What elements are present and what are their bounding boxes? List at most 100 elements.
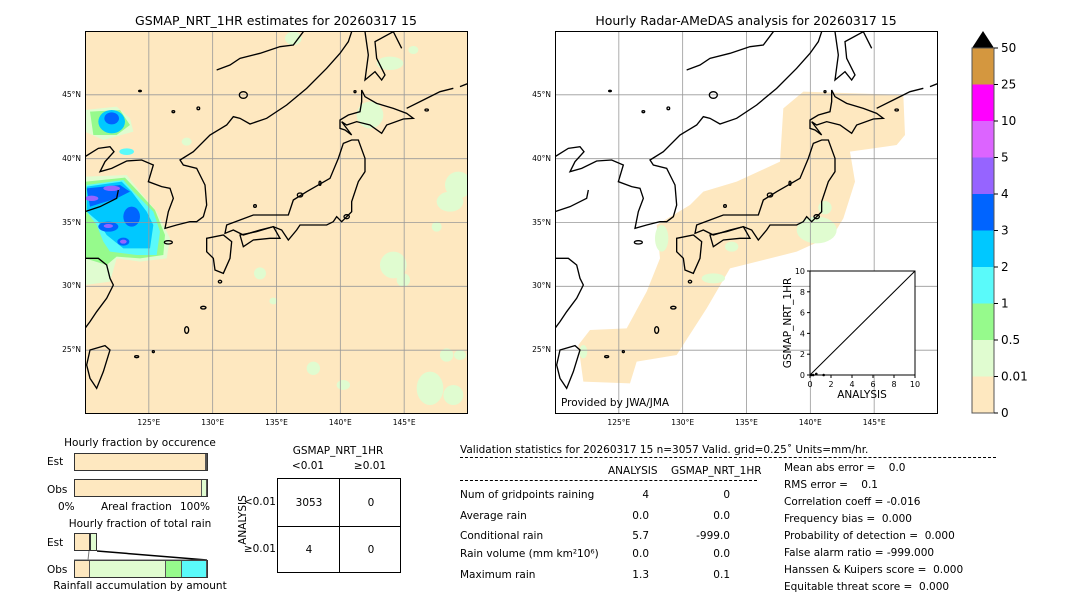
scatter-ytick: 4 — [800, 329, 805, 338]
bar-segment — [181, 561, 207, 577]
scatter-xlabel: ANALYSIS — [837, 389, 887, 401]
scatter-point — [815, 372, 818, 376]
lon-label: 130°E — [671, 418, 695, 427]
score-line: False alarm ratio = -999.000 — [784, 547, 935, 559]
coastline — [556, 32, 823, 230]
coastline — [216, 32, 304, 71]
lat-label: 40°N — [532, 153, 551, 163]
bar-segment — [75, 561, 90, 577]
lon-label: 125°E — [137, 418, 161, 427]
lat-label: 45°N — [532, 89, 551, 99]
island — [669, 305, 677, 310]
occ-est-bar — [74, 453, 208, 471]
island — [894, 108, 899, 112]
scatter-xtick: 0 — [807, 380, 812, 389]
score-line: Frequency bias = 0.000 — [784, 513, 912, 525]
total-rain-title: Hourly fraction of total rain — [68, 518, 212, 530]
lat-label: 35°N — [62, 217, 81, 227]
island — [621, 349, 625, 354]
stats-col-gsmap: GSMAP_NRT_1HR — [671, 465, 762, 477]
stats-header-divider — [460, 480, 757, 481]
island — [183, 325, 190, 334]
contingency-row-1: ≥0.01 — [243, 543, 276, 555]
colorbar-swatch — [972, 84, 994, 121]
colorbar-tick-label: 4 — [1001, 187, 1009, 201]
lat-label: 35°N — [532, 217, 551, 227]
scatter-xtick: 8 — [891, 380, 896, 389]
stats-analysis-value: 0.0 — [632, 548, 649, 560]
lat-label: 40°N — [62, 153, 81, 163]
data-credit: Provided by JWA/JMA — [561, 397, 670, 409]
score-line: Equitable threat score = 0.000 — [784, 581, 950, 593]
occ-obs-bar — [74, 479, 208, 497]
scatter-ytick: 2 — [800, 350, 805, 359]
island — [633, 239, 643, 245]
occurrence-title: Hourly fraction by occurence — [64, 437, 216, 449]
scatter-ytick: 6 — [800, 309, 805, 318]
score-line: Hanssen & Kuipers score = 0.000 — [784, 564, 964, 576]
scatter-ytick: 0 — [800, 371, 805, 380]
island — [163, 239, 173, 245]
coastline — [709, 225, 752, 248]
coastline — [86, 32, 353, 230]
rain-xlabel: Rainfall accumulation by amount — [53, 580, 227, 592]
island — [133, 354, 140, 359]
occ-tick-100: 100% — [180, 501, 211, 513]
coastline — [406, 83, 467, 109]
contingency-title: GSMAP_NRT_1HR — [292, 445, 384, 457]
colorbar-tick-label: 25 — [1001, 78, 1016, 92]
score-line: Probability of detection = 0.000 — [784, 530, 955, 542]
colorbar-tick-label: 0.5 — [1001, 333, 1020, 347]
contingency-table: 3053 0 4 0 — [277, 478, 401, 573]
island — [653, 325, 660, 334]
stats-gsmap-value: 0.0 — [713, 548, 730, 560]
stats-row-label: Maximum rain — [460, 569, 536, 581]
rain-obs-label: Obs — [47, 564, 68, 576]
lon-label: 140°E — [798, 418, 822, 427]
cell-hit: 0 — [367, 544, 375, 556]
colorbar-extend-arrow — [972, 31, 994, 48]
coastline — [205, 234, 233, 275]
stats-row-label: Conditional rain — [460, 530, 544, 542]
scatter-ylabel: GSMAP_NRT_1HR — [782, 277, 794, 369]
lon-label: 130°E — [201, 418, 225, 427]
colorbar-swatch — [972, 303, 994, 340]
coastline — [556, 189, 589, 213]
colorbar-swatch — [972, 340, 994, 377]
colorbar-tick-label: 5 — [1001, 151, 1009, 165]
stats-col-analysis: ANALYSIS — [608, 465, 658, 477]
cell-hits-none: 3053 — [295, 497, 323, 509]
contingency-row-0: <0.01 — [243, 496, 276, 508]
scatter-xtick: 6 — [870, 380, 875, 389]
coastline — [556, 344, 581, 390]
scatter-point — [809, 373, 813, 377]
radar-map-canvas — [556, 32, 937, 413]
coastline — [675, 234, 703, 275]
island — [788, 180, 792, 186]
one-to-one-line — [809, 270, 916, 376]
stats-row-label: Average rain — [460, 510, 527, 522]
island — [424, 108, 429, 112]
scatter-ytick: 8 — [800, 288, 805, 297]
stats-row-label: Rain volume (mm km²10⁶) — [460, 548, 599, 560]
bar-segment — [74, 533, 91, 551]
cell-false-alarm: 0 — [367, 497, 375, 509]
island — [687, 279, 693, 284]
lat-label: 30°N — [62, 281, 81, 291]
island — [252, 203, 257, 208]
scatter-xtick: 4 — [849, 380, 854, 389]
island — [199, 305, 207, 310]
island — [151, 349, 155, 354]
island — [722, 203, 727, 208]
rain-est-bar — [74, 533, 208, 551]
colorbar-swatch — [972, 230, 994, 267]
island — [708, 90, 718, 99]
gsmap-map-canvas — [86, 32, 467, 413]
coastline — [694, 139, 836, 242]
lat-label: 45°N — [62, 89, 81, 99]
stats-analysis-value: 5.7 — [632, 530, 649, 542]
colorbar-tick-label: 0 — [1001, 406, 1009, 420]
score-line: Mean abs error = 0.0 — [784, 462, 906, 474]
coastline — [556, 257, 585, 329]
stats-gsmap-value: 0.1 — [713, 569, 730, 581]
